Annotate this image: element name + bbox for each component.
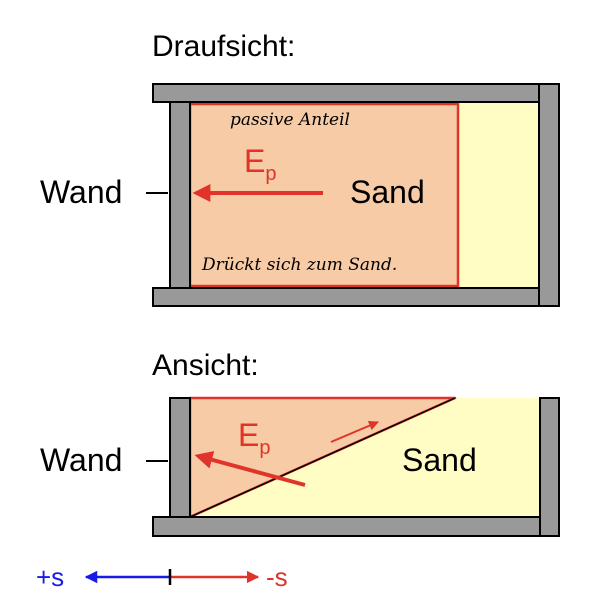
top-wall: [169, 101, 191, 289]
top-view-title: Draufsicht:: [152, 30, 295, 63]
side-view-title: Ansicht:: [152, 349, 259, 382]
top-note-passive: passive Anteil: [230, 110, 350, 130]
side-slide-arrow: [330, 420, 379, 443]
direction-axis: +s -s: [36, 562, 288, 592]
side-wall: [169, 397, 191, 518]
side-sand-label: Sand: [402, 442, 477, 478]
top-force-label: Ep: [244, 143, 276, 185]
top-wall-label: Wand: [40, 174, 122, 210]
side-sand-area: [190, 398, 540, 517]
top-frame-lower: [152, 287, 560, 307]
side-frame-right: [539, 397, 560, 537]
plus-s-label: +s: [36, 562, 64, 592]
side-view: Ansicht: Wand Ep Sand: [40, 349, 560, 537]
side-force-arrow: [194, 451, 306, 487]
side-wall-label: Wand: [40, 442, 122, 478]
top-view: Draufsicht: Wand Ep Sand passive Anteil …: [40, 30, 560, 307]
side-force-label: Ep: [238, 417, 270, 459]
top-sand-label: Sand: [350, 174, 425, 210]
top-frame-right: [538, 83, 560, 307]
minus-s-label: -s: [266, 562, 288, 592]
side-frame-base: [152, 516, 560, 537]
side-slip-plane: [189, 397, 456, 518]
top-frame-upper: [152, 83, 560, 103]
top-note-push: Drückt sich zum Sand.: [201, 255, 397, 275]
